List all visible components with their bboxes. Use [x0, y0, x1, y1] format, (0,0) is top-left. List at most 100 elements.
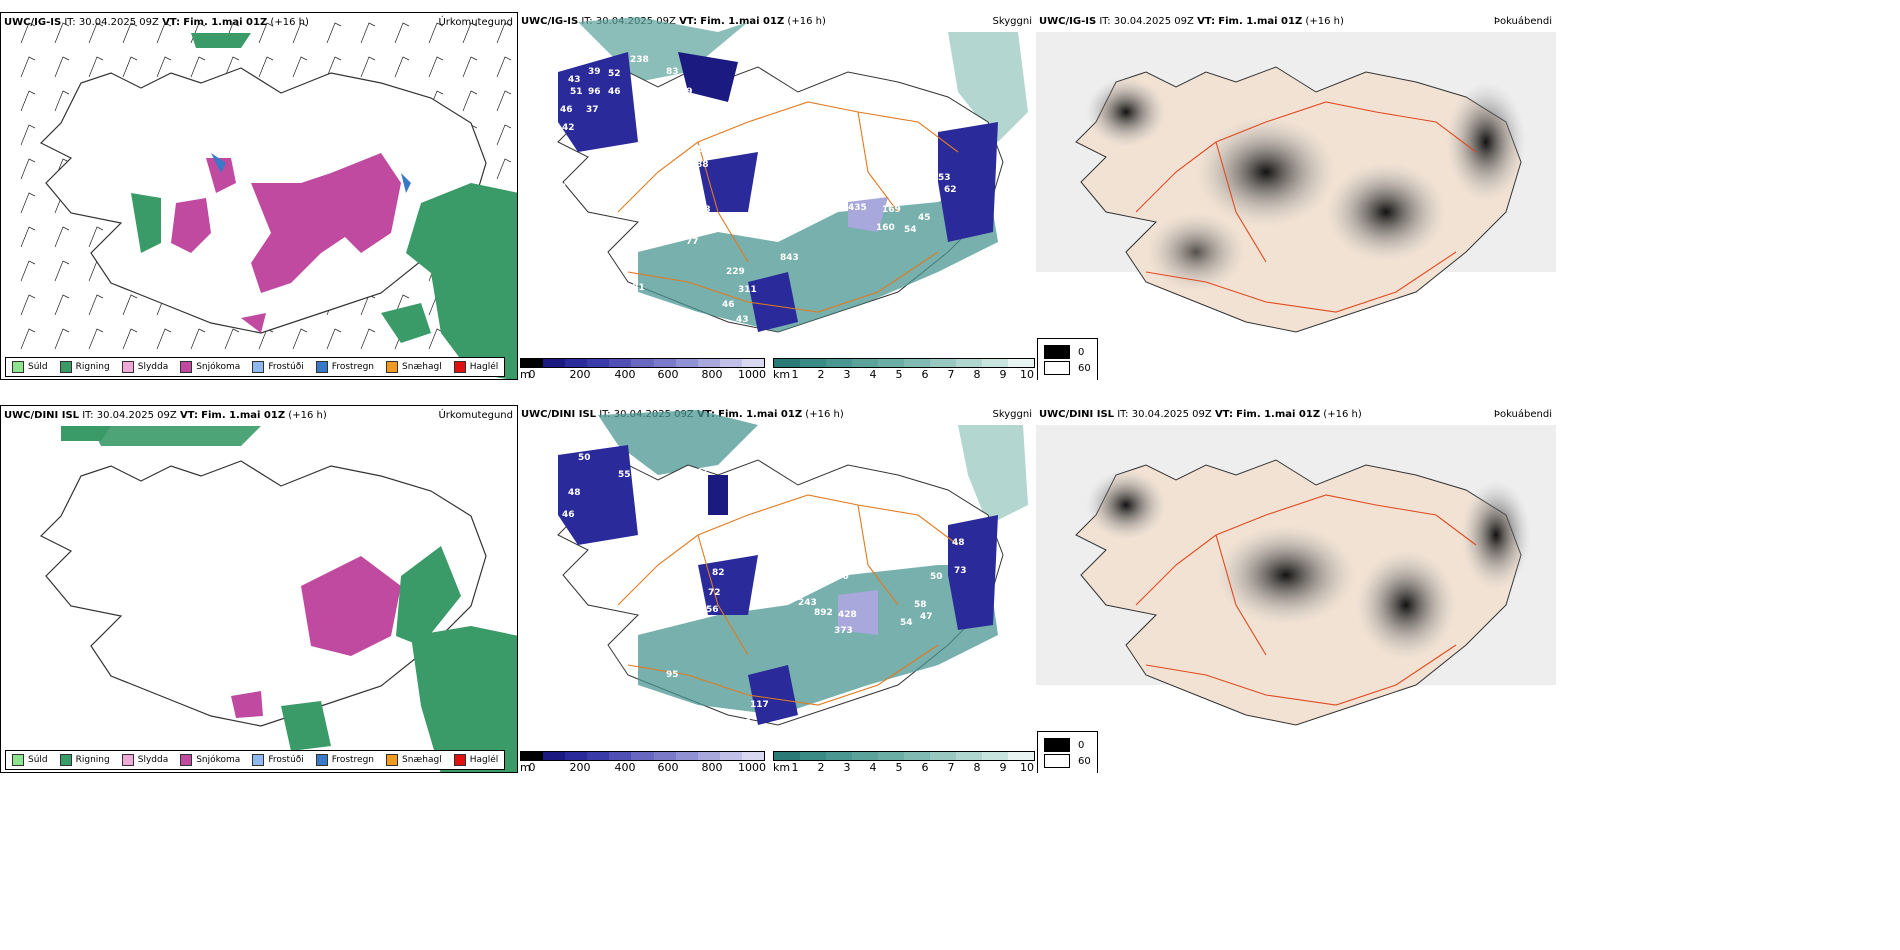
- cloud-base-value: 72: [708, 588, 721, 598]
- visibility-colorbar: [773, 358, 1035, 368]
- panel-title: Þokuábendi: [1493, 409, 1552, 420]
- swatch-drizzle: [12, 754, 24, 766]
- legend-item: Snjókoma: [180, 361, 240, 373]
- legend-item: Haglél: [453, 361, 498, 373]
- cloud-base-value: 160: [876, 223, 895, 233]
- legend-item: Súld: [12, 361, 48, 373]
- legend-item: Slydda: [121, 754, 168, 766]
- cloud-base-value: 424: [834, 558, 853, 568]
- cloud-base-value: 230: [830, 572, 849, 582]
- iceland-fog-map: [1036, 425, 1556, 726]
- map-header: UWC/DINI ISL IT: 30.04.2025 09Z VT: Fim.…: [4, 410, 327, 421]
- cloud-base-value: 107: [668, 220, 687, 230]
- fog-legend-top: 0 60: [1037, 338, 1098, 380]
- legend-item: Frostregn: [315, 361, 374, 373]
- visibility-colorbar: [773, 751, 1035, 761]
- visibility-scale-top: km 1 2 3 4 5 6 7 8 9 10: [773, 358, 1035, 380]
- cloud-map-bottom: UWC/DINI ISL IT: 30.04.2025 09Z VT: Fim.…: [518, 405, 1036, 773]
- cloud-base-value: 243: [798, 598, 817, 608]
- fog-map-top: UWC/IG-IS IT: 30.04.2025 09Z VT: Fim. 1.…: [1036, 12, 1556, 380]
- cloud-base-scale-bottom: m 0 200 400 600 800 1000: [520, 751, 766, 773]
- cloud-base-value: 108: [696, 145, 715, 155]
- cloud-base-colorbar: [520, 358, 765, 368]
- cloud-base-value: 435: [848, 203, 867, 213]
- panel-title: Skyggni: [992, 409, 1032, 420]
- legend-item: Rigning: [59, 754, 110, 766]
- cloud-base-value: 77: [686, 237, 699, 247]
- cloud-base-value: 61: [696, 468, 709, 478]
- cloud-base-value: 311: [738, 285, 757, 295]
- cloud-base-value: 46: [562, 510, 575, 520]
- swatch-sleet: [121, 361, 134, 373]
- precip-legend-top: Súld Rigning Slydda Snjókoma Frostúði Fr…: [5, 357, 506, 377]
- swatch-hail: [453, 754, 466, 766]
- fog-legend-bottom: 0 60: [1037, 731, 1098, 773]
- cloud-base-value: 51: [588, 50, 601, 60]
- cloud-base-value: 39: [588, 67, 601, 77]
- cloud-base-value: 323: [902, 173, 921, 183]
- cloud-base-value: 45: [918, 213, 931, 223]
- cloud-base-value: 46: [560, 105, 573, 115]
- cloud-base-value: 373: [834, 626, 853, 636]
- swatch-freezing-drizzle: [252, 754, 265, 766]
- swatch-snow-pellets: [386, 754, 399, 766]
- cloud-base-value: 121: [626, 283, 645, 293]
- swatch-sleet: [121, 754, 134, 766]
- cloud-base-value: 47: [920, 612, 933, 622]
- cloud-base-value: 238: [630, 55, 649, 65]
- cloud-base-colorbar: [520, 751, 765, 761]
- cloud-base-value: 46: [722, 300, 735, 310]
- cloud-base-value: 73: [954, 566, 967, 576]
- swatch-hail: [453, 361, 466, 373]
- cloud-base-scale-top: m 0 200 400 600 800 1000: [520, 358, 766, 380]
- colorbar-unit: km: [773, 761, 791, 773]
- swatch-freezing-drizzle: [252, 361, 265, 373]
- cloud-base-value: 83: [666, 67, 679, 77]
- legend-item: Haglél: [453, 754, 498, 766]
- iceland-fog-map: [1036, 32, 1556, 333]
- swatch-snow-pellets: [386, 361, 399, 373]
- cloud-base-value: 37: [586, 105, 599, 115]
- cloud-base-value: 843: [780, 253, 799, 263]
- iceland-precip-map: [39, 426, 517, 772]
- colorbar-unit: m: [520, 368, 531, 380]
- swatch-freezing-rain: [315, 361, 328, 373]
- cloud-base-value: 55: [668, 520, 681, 530]
- cloud-base-value: 119: [778, 170, 797, 180]
- cloud-base-value: 186: [718, 145, 737, 155]
- precip-type-map-top: UWC/IG-IS IT: 30.04.2025 09Z VT: Fim. 1.…: [0, 12, 518, 380]
- fog-map-bottom: UWC/DINI ISL IT: 30.04.2025 09Z VT: Fim.…: [1036, 405, 1556, 773]
- cloud-base-value: 98: [698, 205, 711, 215]
- cloud-base-value: 50: [578, 453, 591, 463]
- legend-item: Rigning: [59, 361, 110, 373]
- map-header: UWC/IG-IS IT: 30.04.2025 09Z VT: Fim. 1.…: [4, 17, 309, 28]
- cloud-base-value: 55: [618, 470, 631, 480]
- precip-legend-bottom: Súld Rigning Slydda Snjókoma Frostúði Fr…: [5, 750, 506, 770]
- cloud-base-value: 72: [750, 195, 763, 205]
- legend-item: Frostregn: [315, 754, 374, 766]
- panel-title: Þokuábendi: [1493, 16, 1552, 27]
- visibility-scale-bottom: km 1 2 3 4 5 6 7 8 9 10: [773, 751, 1035, 773]
- cloud-base-value: 52: [608, 69, 621, 79]
- precip-type-map-bottom: UWC/DINI ISL IT: 30.04.2025 09Z VT: Fim.…: [0, 405, 518, 773]
- panel-title: Úrkomutegund: [438, 410, 513, 421]
- legend-item: Frostúði: [252, 361, 304, 373]
- cloud-base-value: 43: [736, 315, 749, 325]
- cloud-base-value: 54: [900, 618, 913, 628]
- cloud-base-value: 43: [568, 75, 581, 85]
- cloud-base-value: 42: [562, 123, 575, 133]
- cloud-base-value: 117: [750, 700, 769, 710]
- cloud-base-value: 96: [588, 87, 601, 97]
- cloud-base-value: 428: [838, 610, 857, 620]
- cloud-base-value: 59: [774, 586, 787, 596]
- cloud-base-value: 48: [568, 488, 581, 498]
- cloud-base-value: 62: [944, 185, 957, 195]
- cloud-base-value: 46: [608, 87, 621, 97]
- cloud-base-value: 48: [952, 538, 965, 548]
- cloud-base-value: 106: [732, 718, 751, 728]
- cloud-base-value: 185: [736, 145, 755, 155]
- cloud-base-value: 88: [696, 160, 709, 170]
- colorbar-unit: m: [520, 761, 531, 773]
- cloud-base-value: 89: [680, 87, 693, 97]
- map-header: UWC/DINI ISL IT: 30.04.2025 09Z VT: Fim.…: [1039, 409, 1362, 420]
